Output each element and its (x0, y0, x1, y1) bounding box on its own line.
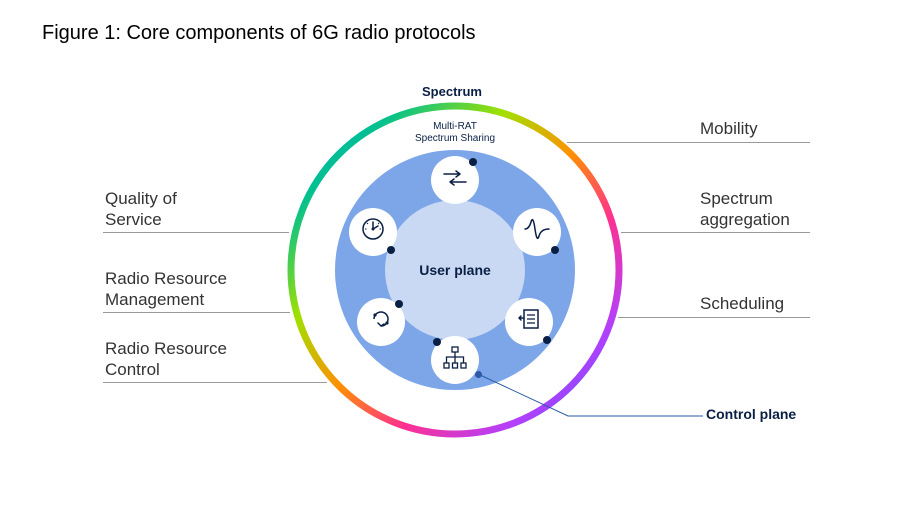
control-plane-callout-line (478, 374, 718, 434)
gauge-icon (358, 214, 388, 249)
diagram-area: Spectrum User plane Multi-RAT Spectrum S… (0, 90, 907, 490)
label-line-scheduling (618, 317, 810, 318)
label-spec_agg: Spectrum aggregation (700, 188, 880, 231)
user-plane-label: User plane (419, 262, 491, 278)
label-qos: Quality of Service (105, 188, 265, 231)
label-line-mobility (567, 142, 810, 143)
tree-icon-dot (433, 338, 441, 346)
wave-icon (522, 214, 552, 249)
label-scheduling: Scheduling (700, 293, 880, 314)
spectrum-label: Spectrum (422, 84, 482, 99)
gauge-icon-circle (349, 208, 397, 256)
label-rrm: Radio Resource Management (105, 268, 265, 311)
label-line-qos (103, 232, 289, 233)
tree-icon-circle (431, 336, 479, 384)
cycle-icon-circle (357, 298, 405, 346)
arrows-icon-circle (431, 156, 479, 204)
wave-icon-dot (551, 246, 559, 254)
label-mobility: Mobility (700, 118, 880, 139)
label-line-rrc (103, 382, 327, 383)
schedule-icon-dot (543, 336, 551, 344)
label-rrc: Radio Resource Control (105, 338, 265, 381)
schedule-icon-circle (505, 298, 553, 346)
schedule-icon (514, 304, 544, 339)
multi-rat-label: Multi-RAT Spectrum Sharing (399, 121, 511, 145)
arrows-icon-dot (469, 158, 477, 166)
control-plane-label: Control plane (706, 406, 796, 422)
arrows-icon (440, 163, 470, 198)
tree-icon (440, 343, 470, 378)
label-line-spec_agg (621, 232, 810, 233)
user-plane-circle: User plane (385, 200, 525, 340)
control-plane-callout-dot (475, 371, 482, 378)
figure-title: Figure 1: Core components of 6G radio pr… (42, 22, 476, 45)
cycle-icon (366, 304, 396, 339)
cycle-icon-dot (395, 300, 403, 308)
label-line-rrm (103, 312, 290, 313)
wave-icon-circle (513, 208, 561, 256)
